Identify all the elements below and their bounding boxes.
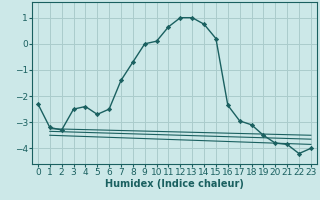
X-axis label: Humidex (Indice chaleur): Humidex (Indice chaleur): [105, 179, 244, 189]
